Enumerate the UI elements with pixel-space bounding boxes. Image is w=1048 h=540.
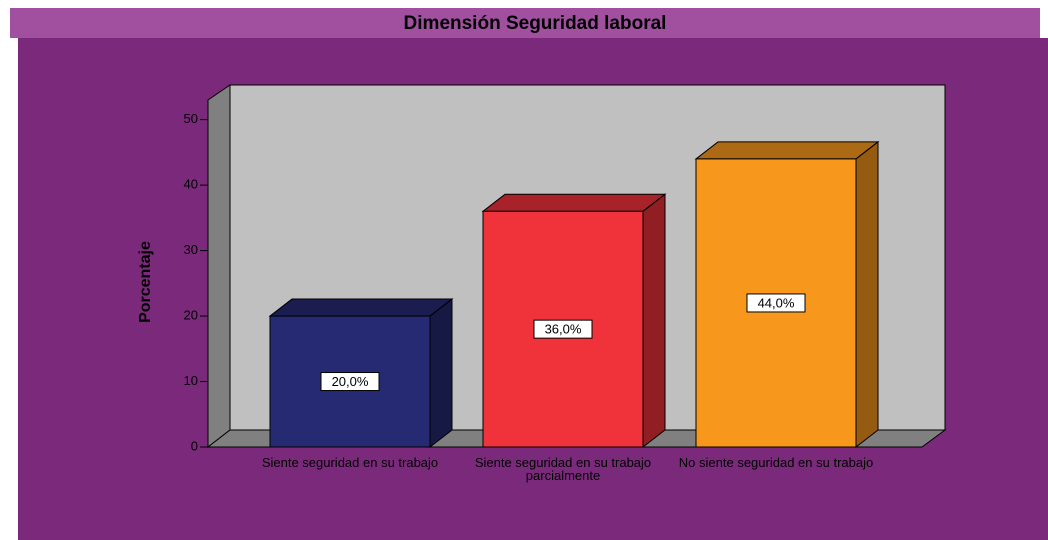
- x-tick-label: No siente seguridad en su trabajo: [678, 455, 874, 470]
- y-tick-label: 10: [184, 373, 198, 388]
- value-label: 20,0%: [332, 374, 369, 389]
- side-wall: [207, 84, 231, 449]
- y-tick-label: 40: [184, 177, 198, 192]
- bar-top: [268, 298, 454, 317]
- value-label-box: [533, 319, 593, 339]
- value-label-box: [320, 372, 380, 392]
- x-tick-label: Siente seguridad en su trabajo: [261, 455, 439, 470]
- y-tick-label: 20: [184, 307, 198, 322]
- bar-side: [429, 298, 453, 449]
- bar-top: [694, 141, 880, 160]
- chart-title: Dimensión Seguridad laboral: [404, 13, 667, 34]
- y-tick-label: 0: [191, 438, 198, 453]
- bar-side: [642, 193, 666, 449]
- value-label-box: [746, 293, 806, 313]
- value-label: 36,0%: [545, 322, 582, 337]
- title-bar: [10, 8, 1040, 38]
- y-tick-label: 30: [184, 242, 198, 257]
- value-label: 44,0%: [758, 295, 795, 310]
- bar-top: [481, 193, 667, 212]
- bar-side: [855, 140, 879, 449]
- x-tick-label: Siente seguridad en su trabajo parcialme…: [474, 455, 652, 483]
- y-axis-label: Porcentaje: [137, 241, 154, 323]
- y-tick-label: 50: [184, 111, 198, 126]
